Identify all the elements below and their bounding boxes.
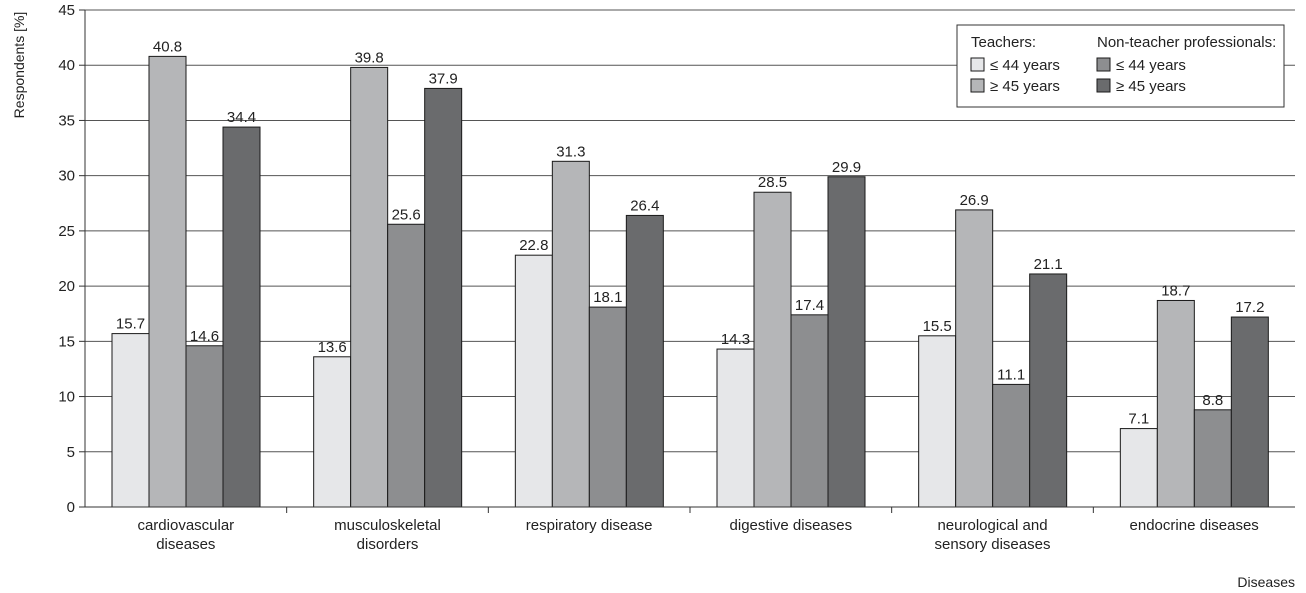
category-label: digestive diseases bbox=[730, 517, 853, 534]
bar bbox=[185, 345, 224, 508]
x-axis-title: Diseases bbox=[1237, 574, 1295, 590]
legend: Teachers: Non-teacher professionals: ≤ 44 … bbox=[956, 24, 1285, 108]
bar bbox=[1193, 409, 1232, 508]
y-tick-label: 30 bbox=[58, 168, 75, 185]
category-label: endocrine diseases bbox=[1130, 517, 1259, 534]
bar bbox=[625, 214, 664, 508]
legend-group-title: Non-teacher professionals: bbox=[1097, 34, 1276, 51]
y-tick-label: 35 bbox=[58, 112, 75, 129]
y-tick-label: 20 bbox=[58, 278, 75, 295]
gridlines bbox=[85, 9, 1295, 453]
data-label: 39.8 bbox=[355, 49, 384, 66]
bar bbox=[313, 356, 352, 508]
y-tick-label: 5 bbox=[67, 444, 75, 461]
bar bbox=[588, 306, 627, 508]
data-label: 15.5 bbox=[923, 318, 952, 335]
y-axis-title: Respondents [%] bbox=[11, 12, 27, 119]
bar bbox=[1029, 273, 1068, 508]
data-label: 13.6 bbox=[318, 339, 347, 356]
legend-swatch bbox=[970, 57, 985, 72]
data-label: 26.4 bbox=[630, 197, 659, 214]
legend-group-title: Teachers: bbox=[971, 34, 1036, 51]
data-labels: 15.7 40.8 14.6 34.4 13.6 39.8 25.6 37.9 22.8 31.3… bbox=[116, 38, 1265, 427]
bar bbox=[753, 191, 792, 508]
bar bbox=[790, 314, 829, 508]
data-label: 25.6 bbox=[392, 206, 421, 223]
data-label: 8.8 bbox=[1202, 392, 1223, 409]
legend-label: ≤ 44 years bbox=[990, 57, 1060, 74]
data-label: 34.4 bbox=[227, 109, 256, 126]
data-label: 17.2 bbox=[1235, 299, 1264, 316]
bar bbox=[424, 87, 463, 508]
legend-label: ≥ 45 years bbox=[990, 78, 1060, 95]
bars bbox=[111, 55, 1269, 508]
y-tick-label: 0 bbox=[67, 499, 75, 516]
category-label: musculoskeletal bbox=[334, 517, 441, 534]
bar bbox=[1230, 316, 1269, 508]
data-label: 7.1 bbox=[1128, 411, 1149, 428]
category-label: cardiovascular bbox=[137, 517, 234, 534]
legend-swatch bbox=[1096, 78, 1111, 93]
y-tick-label: 15 bbox=[58, 333, 75, 350]
data-label: 18.1 bbox=[593, 289, 622, 306]
bar bbox=[918, 335, 957, 508]
bar bbox=[551, 160, 590, 508]
data-label: 14.3 bbox=[721, 331, 750, 348]
data-label: 14.6 bbox=[190, 328, 219, 345]
category-label: diseases bbox=[156, 536, 215, 553]
legend-box bbox=[956, 24, 1285, 108]
data-label: 22.8 bbox=[519, 237, 548, 254]
y-tick-labels: 0 5 10 15 20 25 30 35 40 45 bbox=[58, 2, 75, 516]
data-label: 15.7 bbox=[116, 316, 145, 333]
bar bbox=[350, 66, 389, 508]
category-label: disorders bbox=[357, 536, 419, 553]
legend-swatch bbox=[970, 78, 985, 93]
bar bbox=[955, 209, 994, 508]
bar bbox=[1156, 299, 1195, 508]
data-label: 21.1 bbox=[1034, 256, 1063, 273]
y-tick-label: 45 bbox=[58, 2, 75, 19]
y-tick-label: 40 bbox=[58, 57, 75, 74]
data-label: 17.4 bbox=[795, 297, 824, 314]
category-label: neurological and bbox=[937, 517, 1047, 534]
category-label: sensory diseases bbox=[935, 536, 1051, 553]
bar bbox=[827, 176, 866, 508]
data-label: 26.9 bbox=[960, 192, 989, 209]
data-label: 28.5 bbox=[758, 174, 787, 191]
bar bbox=[1119, 428, 1158, 508]
data-label: 31.3 bbox=[556, 143, 585, 160]
bar bbox=[148, 55, 187, 508]
bar bbox=[387, 223, 426, 508]
legend-label: ≥ 45 years bbox=[1116, 78, 1186, 95]
legend-label: ≤ 44 years bbox=[1116, 57, 1186, 74]
bar bbox=[992, 383, 1031, 508]
data-label: 18.7 bbox=[1161, 282, 1190, 299]
legend-swatch bbox=[1096, 57, 1111, 72]
y-tick-label: 10 bbox=[58, 389, 75, 406]
bar bbox=[716, 348, 755, 508]
data-label: 11.1 bbox=[997, 366, 1025, 383]
category-labels: cardiovascular diseases musculoskeletal dis… bbox=[137, 517, 1258, 553]
data-label: 40.8 bbox=[153, 38, 182, 55]
axes bbox=[79, 9, 1295, 513]
data-label: 37.9 bbox=[429, 70, 458, 87]
bar bbox=[222, 126, 261, 508]
bar bbox=[111, 333, 150, 508]
category-label: respiratory disease bbox=[526, 517, 653, 534]
bar bbox=[514, 254, 553, 508]
data-label: 29.9 bbox=[832, 159, 861, 176]
y-tick-label: 25 bbox=[58, 223, 75, 240]
